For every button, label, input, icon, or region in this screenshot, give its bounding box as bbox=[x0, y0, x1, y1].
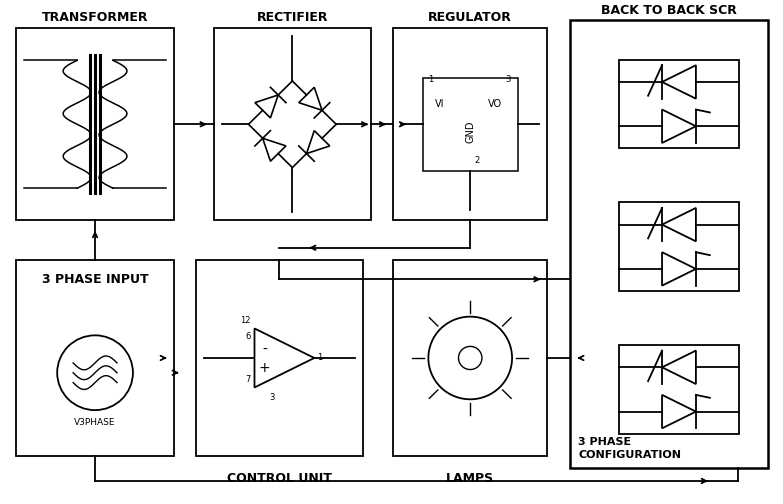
Text: VO: VO bbox=[488, 99, 502, 109]
Text: GND: GND bbox=[465, 121, 475, 144]
Bar bbox=[619, 203, 739, 291]
Text: LAMPS: LAMPS bbox=[446, 472, 494, 485]
Bar bbox=[393, 28, 547, 220]
Text: 3: 3 bbox=[506, 76, 511, 85]
Text: 6: 6 bbox=[245, 332, 251, 341]
Bar bbox=[423, 78, 518, 171]
Bar bbox=[393, 260, 547, 456]
Text: 2: 2 bbox=[474, 156, 479, 165]
Bar bbox=[619, 60, 739, 148]
Text: 1: 1 bbox=[317, 353, 323, 362]
Bar bbox=[214, 28, 371, 220]
Bar bbox=[196, 260, 363, 456]
Bar bbox=[16, 28, 174, 220]
Bar bbox=[619, 345, 739, 434]
Text: TRANSFORMER: TRANSFORMER bbox=[41, 12, 148, 24]
Text: 3: 3 bbox=[269, 394, 275, 402]
Text: -: - bbox=[262, 343, 267, 357]
Text: RECTIFIER: RECTIFIER bbox=[257, 12, 328, 24]
Text: V3PHASE: V3PHASE bbox=[74, 418, 116, 427]
Text: 3 PHASE INPUT: 3 PHASE INPUT bbox=[41, 273, 148, 286]
Text: VI: VI bbox=[435, 99, 444, 109]
Bar bbox=[16, 260, 174, 456]
Text: CONTROL UNIT: CONTROL UNIT bbox=[227, 472, 332, 485]
Text: 12: 12 bbox=[240, 316, 251, 325]
Text: BACK TO BACK SCR: BACK TO BACK SCR bbox=[601, 4, 737, 17]
Text: 1: 1 bbox=[428, 76, 433, 85]
Text: +: + bbox=[258, 361, 270, 375]
Text: 3 PHASE
CONFIGURATION: 3 PHASE CONFIGURATION bbox=[579, 437, 681, 460]
Text: REGULATOR: REGULATOR bbox=[428, 12, 512, 24]
Bar bbox=[570, 21, 767, 468]
Text: 7: 7 bbox=[245, 375, 251, 384]
